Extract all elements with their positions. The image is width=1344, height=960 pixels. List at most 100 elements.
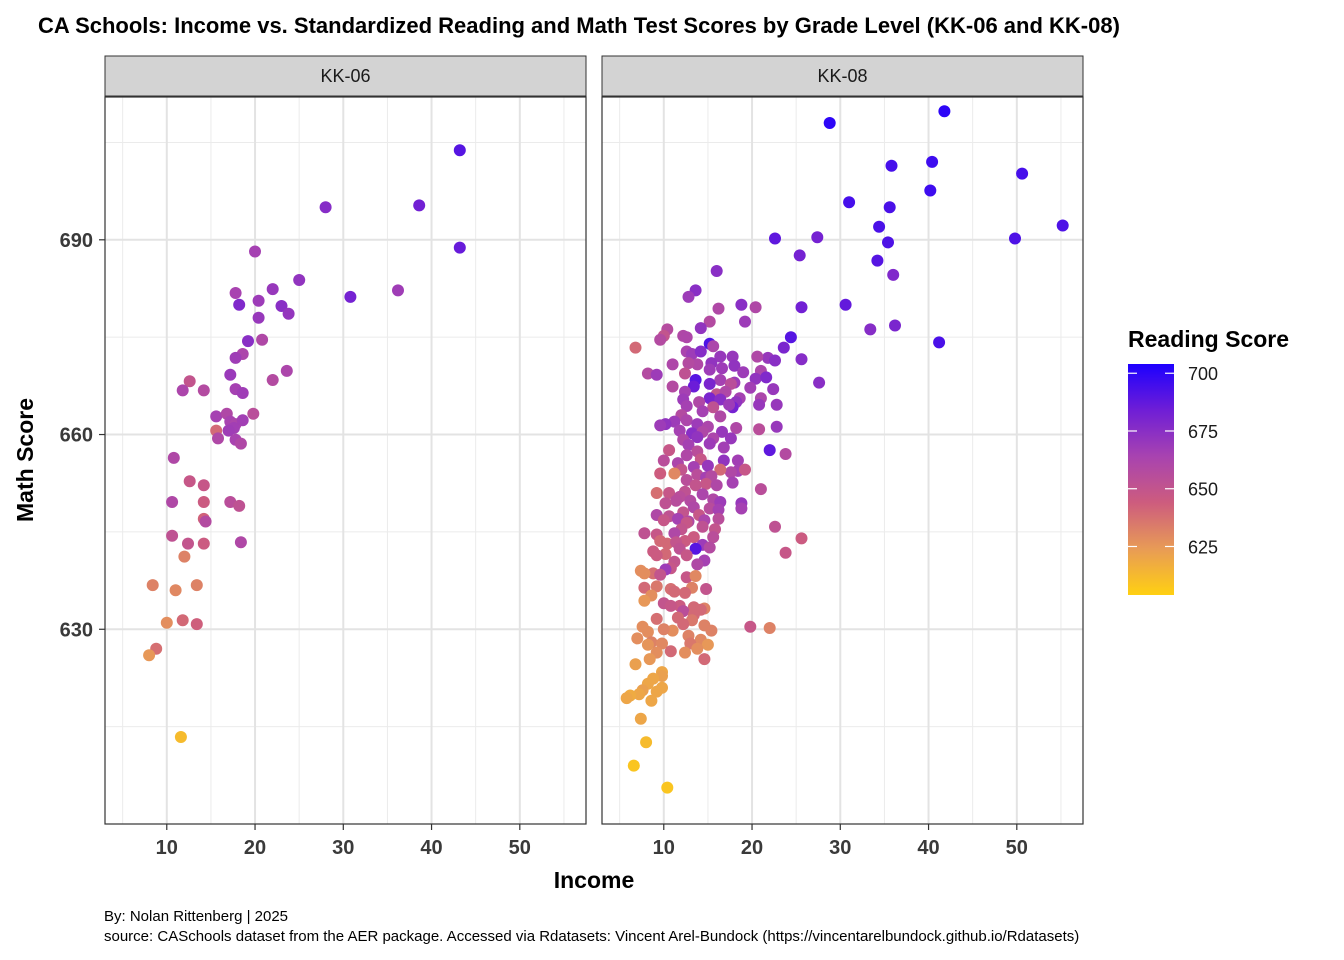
point-kk-08-60 bbox=[641, 367, 654, 380]
panel-border-kk-06 bbox=[104, 96, 587, 825]
point-kk-08-113 bbox=[717, 441, 730, 454]
x-tick-label-20: 20 bbox=[741, 837, 763, 859]
point-kk-06-06 bbox=[293, 274, 306, 286]
point-kk-08-70 bbox=[666, 380, 679, 393]
point-kk-08-06 bbox=[924, 184, 937, 197]
x-axis-kk-08: 10 20 30 40 50 bbox=[653, 824, 1028, 859]
point-kk-08-243 bbox=[643, 653, 656, 666]
point-kk-06-14 bbox=[344, 290, 357, 303]
point-kk-08-140 bbox=[726, 476, 739, 489]
x-axis-title: Income bbox=[554, 867, 635, 893]
point-kk-06-09 bbox=[233, 298, 246, 311]
point-kk-08-40 bbox=[707, 340, 720, 353]
point-kk-08-166 bbox=[657, 514, 670, 527]
y-tick-label-630: 630 bbox=[60, 619, 93, 641]
legend-tick-label-650: 650 bbox=[1188, 480, 1218, 500]
point-kk-08-64 bbox=[714, 374, 727, 386]
point-kk-08-15 bbox=[793, 249, 806, 262]
chart-title: CA Schools: Income vs. Standardized Read… bbox=[38, 13, 1120, 38]
point-kk-08-154 bbox=[703, 502, 716, 515]
point-kk-08-33 bbox=[739, 315, 751, 328]
point-kk-08-54 bbox=[682, 357, 695, 370]
point-kk-06-51 bbox=[197, 537, 210, 550]
point-kk-06-05 bbox=[249, 245, 261, 258]
legend-ticks: 625 650 675 700 bbox=[1128, 364, 1218, 557]
point-kk-06-42 bbox=[197, 479, 210, 492]
x-tick-label-50: 50 bbox=[509, 837, 531, 859]
point-kk-08-183 bbox=[703, 541, 716, 554]
point-kk-08-09 bbox=[1056, 219, 1069, 232]
point-kk-08-93 bbox=[714, 410, 727, 423]
point-kk-06-08 bbox=[229, 287, 242, 299]
point-kk-06-55 bbox=[169, 584, 182, 597]
y-axis-title: Math Score bbox=[12, 398, 38, 522]
point-kk-08-89 bbox=[707, 401, 720, 414]
point-kk-06-48 bbox=[199, 515, 212, 528]
point-kk-08-20 bbox=[682, 290, 695, 303]
point-kk-08-50 bbox=[795, 353, 808, 366]
point-kk-08-129 bbox=[739, 463, 751, 476]
point-kk-08-115 bbox=[779, 448, 792, 460]
caption-source: source: CASchools dataset from the AER p… bbox=[104, 928, 1079, 945]
points-kk-08 bbox=[620, 105, 1069, 794]
x-tick-label-40: 40 bbox=[420, 837, 442, 859]
point-kk-08-254 bbox=[620, 692, 633, 705]
point-kk-06-61 bbox=[143, 649, 156, 662]
point-kk-08-193 bbox=[691, 558, 704, 571]
point-kk-08-206 bbox=[668, 585, 681, 598]
point-kk-08-111 bbox=[682, 438, 695, 451]
point-kk-06-33 bbox=[247, 407, 260, 420]
legend-tick-label-675: 675 bbox=[1188, 422, 1218, 442]
point-kk-08-99 bbox=[730, 422, 743, 434]
x-tick-label-40: 40 bbox=[917, 837, 939, 859]
point-kk-08-205 bbox=[700, 583, 713, 595]
point-kk-08-80 bbox=[693, 396, 706, 409]
point-kk-08-55 bbox=[703, 363, 716, 376]
point-kk-08-31 bbox=[694, 322, 707, 335]
point-kk-06-17 bbox=[256, 333, 269, 346]
point-kk-08-112 bbox=[703, 437, 716, 450]
point-kk-06-22 bbox=[266, 374, 279, 386]
legend-colorbar bbox=[1128, 364, 1174, 595]
point-kk-08-232 bbox=[631, 632, 644, 645]
point-kk-06-21 bbox=[280, 364, 293, 377]
point-kk-06-54 bbox=[146, 579, 159, 592]
point-kk-06-12 bbox=[282, 307, 295, 320]
point-kk-08-197 bbox=[654, 568, 667, 581]
point-kk-08-122 bbox=[657, 454, 670, 467]
point-kk-06-46 bbox=[233, 499, 246, 512]
point-kk-08-258 bbox=[627, 759, 640, 772]
y-tick-label-690: 690 bbox=[60, 230, 93, 252]
point-kk-06-32 bbox=[236, 414, 249, 427]
point-kk-08-156 bbox=[735, 502, 748, 515]
point-kk-08-142 bbox=[650, 487, 663, 499]
y-axis: 630 660 690 bbox=[60, 230, 105, 641]
point-kk-08-53 bbox=[666, 358, 679, 371]
point-kk-06-03 bbox=[319, 201, 332, 214]
point-kk-08-91 bbox=[696, 405, 709, 418]
y-tick-label-660: 660 bbox=[60, 425, 93, 447]
point-kk-08-117 bbox=[663, 444, 676, 457]
point-kk-08-167 bbox=[696, 520, 709, 533]
point-kk-06-01 bbox=[453, 144, 466, 157]
point-kk-08-244 bbox=[629, 658, 642, 671]
point-kk-08-230 bbox=[744, 620, 757, 633]
point-kk-06-10 bbox=[252, 294, 265, 307]
point-kk-08-238 bbox=[641, 638, 654, 651]
point-kk-08-237 bbox=[691, 642, 704, 655]
point-kk-08-121 bbox=[731, 454, 744, 467]
legend-title: Reading Score bbox=[1128, 326, 1289, 352]
point-kk-06-04 bbox=[453, 241, 466, 254]
point-kk-08-125 bbox=[701, 459, 714, 472]
x-tick-label-50: 50 bbox=[1006, 837, 1028, 859]
point-kk-08-139 bbox=[710, 479, 723, 492]
point-kk-08-221 bbox=[677, 618, 690, 631]
point-kk-06-11 bbox=[275, 300, 288, 312]
point-kk-08-226 bbox=[641, 625, 654, 638]
point-kk-08-120 bbox=[717, 454, 730, 467]
point-kk-08-187 bbox=[779, 546, 792, 559]
point-kk-08-62 bbox=[679, 367, 691, 380]
point-kk-08-231 bbox=[763, 622, 776, 634]
point-kk-08-43 bbox=[694, 345, 707, 358]
point-kk-08-74 bbox=[767, 383, 780, 396]
